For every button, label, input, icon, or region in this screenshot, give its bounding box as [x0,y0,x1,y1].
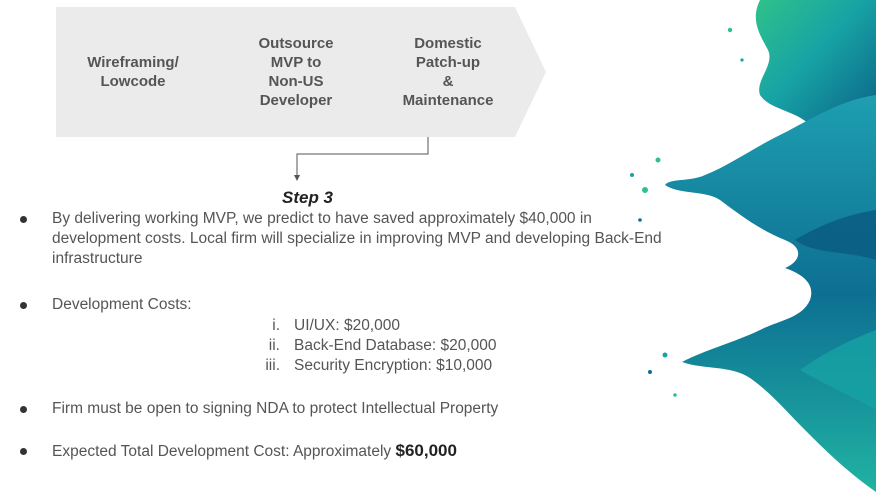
cost-item-text: Back-End Database: $20,000 [294,337,497,354]
process-step-wireframing: Wireframing/ Lowcode [56,7,232,137]
bullet-text: Development Costs: [52,296,192,313]
cost-item-number: iii. [265,357,280,374]
cost-item-text: Security Encryption: $10,000 [294,357,493,374]
process-step-label: Wireframing/ Lowcode [87,54,179,90]
bullet-dot [20,216,27,223]
total-cost-prefix: Expected Total Development Cost: Approxi… [52,443,396,460]
cost-item-text: UI/UX: $20,000 [294,317,400,334]
bullet-development-costs: Development Costs: [20,295,670,315]
process-step-label: Domestic Patch-up & Maintenance [402,35,494,109]
step-label: Step 3 [282,188,334,207]
bullet-nda: Firm must be open to signing NDA to prot… [20,399,670,419]
bullet-text: Firm must be open to signing NDA to prot… [52,400,499,417]
process-step-domestic: Domestic Patch-up & Maintenance [352,7,546,137]
bullet-dot [20,448,27,455]
bullet-dot [20,406,27,413]
bullet-total-cost: Expected Total Development Cost: Approxi… [20,441,670,462]
total-cost-amount: $60,000 [395,441,457,460]
paint-splash-decoration [630,0,876,492]
bullet-savings: By delivering working MVP, we predict to… [20,209,670,269]
bullet-text: By delivering working MVP, we predict to… [52,210,662,267]
total-cost-line: Expected Total Development Cost: Approxi… [52,441,670,462]
connector-arrow [294,137,429,181]
process-step-label: Outsource MVP to Non-US Developer [258,35,334,109]
bullet-dot [20,302,27,309]
cost-item-number: ii. [268,337,280,354]
cost-item-number: i. [272,317,280,334]
